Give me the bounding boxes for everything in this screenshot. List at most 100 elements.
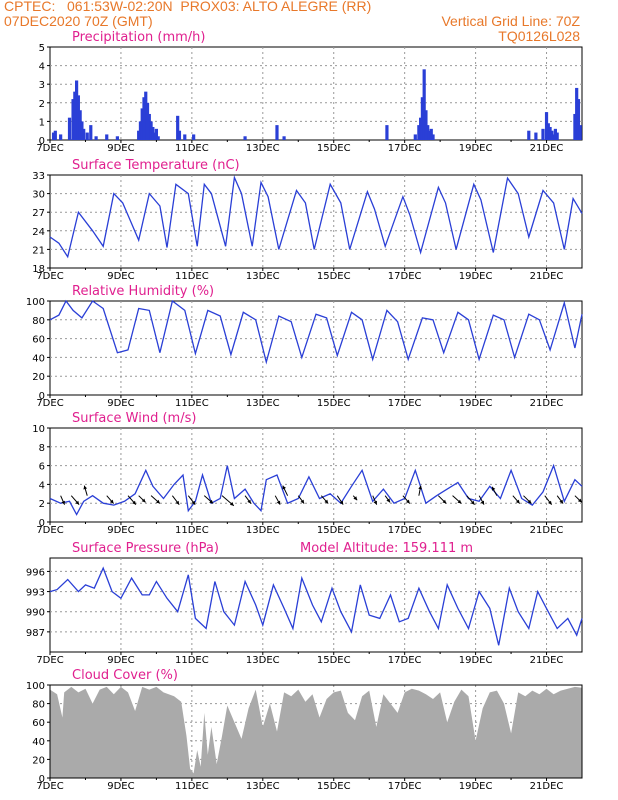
- y-tick-label: 10: [32, 424, 45, 435]
- precip-bar: [527, 130, 531, 140]
- x-tick-label: 19DEC: [459, 781, 493, 792]
- x-tick-label: 9DEC: [107, 398, 134, 409]
- precip-bar: [144, 91, 148, 140]
- wind-title: Surface Wind (m/s): [72, 411, 196, 426]
- y-tick-label: 80: [32, 700, 45, 711]
- precip-bar: [575, 87, 579, 140]
- x-tick-label: 11DEC: [175, 398, 209, 409]
- precip-bar: [67, 117, 72, 140]
- x-tick-label: 9DEC: [107, 271, 134, 282]
- y-tick-label: 18: [32, 264, 45, 275]
- precip-bar: [73, 91, 77, 140]
- rh-title: Relative Humidity (%): [72, 284, 214, 299]
- precip-bar: [419, 117, 423, 140]
- wind-arrow-head: [324, 499, 329, 504]
- precip-bar: [555, 132, 559, 140]
- wind-arrow-head: [386, 498, 391, 503]
- precip-bar: [243, 136, 247, 140]
- wind-arrow-head: [515, 499, 520, 504]
- pres-title: Surface Pressure (hPa): [72, 541, 219, 556]
- x-tick-label: 7DEC: [36, 143, 63, 154]
- wind-arrow-head: [418, 485, 422, 490]
- x-tick-label: 11DEC: [175, 143, 209, 154]
- y-tick-label: 990: [26, 608, 45, 619]
- precip-bar: [183, 134, 187, 140]
- precip-bar: [94, 136, 98, 140]
- precip-bar: [156, 136, 160, 140]
- x-tick-label: 9DEC: [107, 655, 134, 666]
- wind-arrow-head: [442, 499, 447, 504]
- y-tick-label: 8: [39, 443, 45, 454]
- precip-bar: [153, 132, 157, 140]
- y-tick-label: 0: [39, 136, 45, 147]
- rh-frame: [49, 300, 583, 396]
- precip-bar: [417, 125, 421, 140]
- x-tick-label: 21DEC: [530, 271, 564, 282]
- wind-arrow-head: [527, 499, 532, 504]
- y-tick-label: 100: [26, 681, 45, 692]
- precip-bar: [275, 125, 279, 140]
- precip-bar: [76, 95, 80, 140]
- y-tick-label: 6: [39, 462, 45, 473]
- pres-panel: [47, 557, 583, 655]
- precip-bar: [80, 121, 84, 140]
- wind-arrow-head: [229, 502, 234, 506]
- x-tick-label: 15DEC: [317, 525, 351, 536]
- grid-line-header: Vertical Grid Line: 70Z: [441, 13, 580, 29]
- x-tick-label: 21DEC: [530, 525, 564, 536]
- precip-bar: [385, 125, 389, 140]
- x-tick-label: 19DEC: [459, 271, 493, 282]
- x-tick-label: 17DEC: [388, 655, 422, 666]
- precip-bar: [576, 99, 581, 140]
- precip-bar: [177, 130, 182, 140]
- precip-bar: [553, 128, 557, 140]
- y-tick-label: 40: [32, 353, 45, 364]
- x-tick-label: 7DEC: [36, 271, 63, 282]
- precip-bar: [552, 134, 556, 140]
- y-tick-label: 20: [32, 372, 45, 383]
- precip-bar: [282, 136, 286, 140]
- precip-bar: [544, 112, 549, 140]
- x-tick-label: 9DEC: [107, 143, 134, 154]
- precip-bar: [115, 136, 119, 140]
- wind-arrow-head: [559, 499, 564, 504]
- precip-bar: [85, 132, 89, 140]
- y-tick-label: 60: [32, 335, 45, 346]
- x-tick-label: 13DEC: [246, 525, 280, 536]
- y-tick-label: 1: [39, 117, 45, 128]
- x-tick-label: 7DEC: [36, 398, 63, 409]
- precip-bar: [78, 110, 82, 140]
- x-tick-label: 15DEC: [317, 271, 351, 282]
- y-tick-label: 987: [26, 628, 45, 639]
- y-tick-label: 20: [32, 755, 45, 766]
- precip-bar: [422, 69, 426, 140]
- y-tick-label: 2: [39, 499, 45, 510]
- precip-bar: [82, 128, 86, 140]
- precip-bar: [140, 108, 144, 140]
- x-tick-label: 11DEC: [175, 781, 209, 792]
- wind-arrow-head: [83, 485, 88, 490]
- model-code-header: TQ0126L028: [498, 28, 580, 44]
- precip-bar: [431, 134, 435, 140]
- x-tick-label: 17DEC: [388, 398, 422, 409]
- x-tick-label: 21DEC: [530, 143, 564, 154]
- temp-frame: [49, 174, 583, 269]
- wind-arrow-head: [109, 499, 114, 504]
- cloud-frame-overlay: [49, 684, 583, 779]
- wind-arrow-head: [209, 499, 214, 504]
- precip-bar: [573, 113, 577, 140]
- precip-bar: [546, 123, 550, 140]
- x-tick-label: 15DEC: [317, 143, 351, 154]
- precip-bar: [548, 126, 552, 140]
- wind-arrow-head: [276, 500, 281, 505]
- y-tick-label: 996: [26, 567, 45, 578]
- precip-bar: [550, 130, 554, 140]
- x-tick-label: 21DEC: [530, 398, 564, 409]
- y-tick-label: 3: [39, 80, 45, 91]
- station-header: CPTEC: 061:53W-02:20N PROX03: ALTO ALEGR…: [4, 0, 372, 14]
- wind-arrow-head: [191, 500, 196, 505]
- y-tick-label: 40: [32, 737, 45, 748]
- precip-bar: [51, 132, 56, 140]
- x-tick-label: 17DEC: [388, 271, 422, 282]
- x-tick-label: 11DEC: [175, 655, 209, 666]
